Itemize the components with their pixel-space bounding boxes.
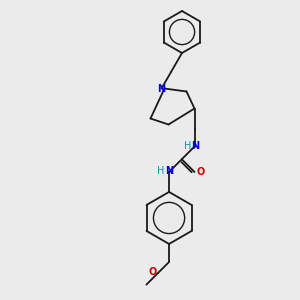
Text: N: N [165,166,173,176]
Text: N: N [158,83,166,94]
Text: H: H [158,166,165,176]
Text: O: O [148,267,157,277]
Text: H: H [184,140,191,151]
Text: N: N [191,140,200,151]
Text: O: O [196,167,205,177]
